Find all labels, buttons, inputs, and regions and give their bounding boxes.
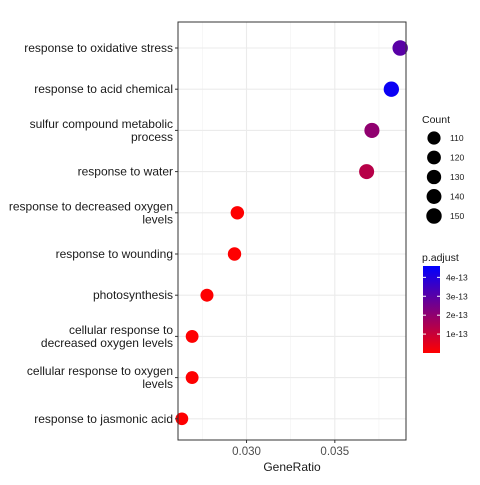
y-tick-label: response to acid chemical	[34, 82, 173, 96]
count-legend-key	[427, 150, 441, 165]
count-legend-key	[426, 169, 442, 185]
y-tick-label: cellular response to decreased oxygen lev…	[41, 323, 173, 350]
y-tick-label: cellular response to oxygen levels	[27, 364, 173, 391]
data-point	[200, 288, 214, 302]
data-point	[359, 164, 375, 180]
p-adjust-legend-label: 2e-13	[446, 310, 468, 320]
data-point	[383, 81, 399, 97]
y-tick-label: response to wounding	[56, 247, 173, 261]
p-adjust-legend-title: p.adjust	[422, 252, 459, 264]
count-legend-key	[426, 189, 442, 204]
y-tick-label: sulfur compound metabolic process	[30, 117, 173, 144]
data-point	[364, 122, 380, 138]
p-adjust-legend-label: 4e-13	[446, 272, 468, 282]
count-legend-label: 130	[450, 172, 464, 182]
data-point	[175, 412, 189, 426]
count-legend-label: 140	[450, 192, 464, 202]
grid	[178, 22, 406, 440]
y-axis: response to oxidative stress response to …	[9, 41, 178, 426]
x-axis: 0.030 0.035	[232, 440, 349, 458]
panel-background	[178, 22, 406, 440]
count-legend-label: 150	[450, 211, 464, 221]
count-legend-label: 120	[450, 153, 464, 163]
data-points	[175, 40, 408, 426]
panel-border	[177, 21, 407, 441]
p-adjust-legend-label: 1e-13	[446, 329, 468, 339]
x-tick-label: 0.030	[232, 446, 261, 458]
data-point	[392, 40, 408, 56]
data-point	[230, 206, 245, 220]
count-legend-title: Count	[422, 114, 450, 126]
x-tick-label: 0.035	[320, 446, 349, 458]
data-point	[185, 371, 199, 385]
y-tick-label: photosynthesis	[93, 288, 173, 302]
p-adjust-legend: p.adjust 1e-13 2e-13 3e-13 4e-13	[422, 252, 468, 353]
y-tick-label: response to water	[78, 165, 173, 179]
y-tick-label: response to jasmonic acid	[34, 412, 173, 426]
data-point	[227, 247, 242, 261]
x-axis-title: GeneRatio	[263, 460, 321, 474]
p-adjust-colorbar	[423, 266, 440, 353]
p-adjust-legend-label: 3e-13	[446, 291, 468, 301]
data-point	[185, 329, 199, 343]
y-tick-label: response to oxidative stress	[24, 41, 173, 55]
count-legend-key	[426, 208, 442, 224]
count-legend-key	[427, 131, 441, 145]
y-tick-label: response to decreased oxygen levels	[9, 199, 173, 226]
count-legend-label: 110	[450, 133, 464, 143]
